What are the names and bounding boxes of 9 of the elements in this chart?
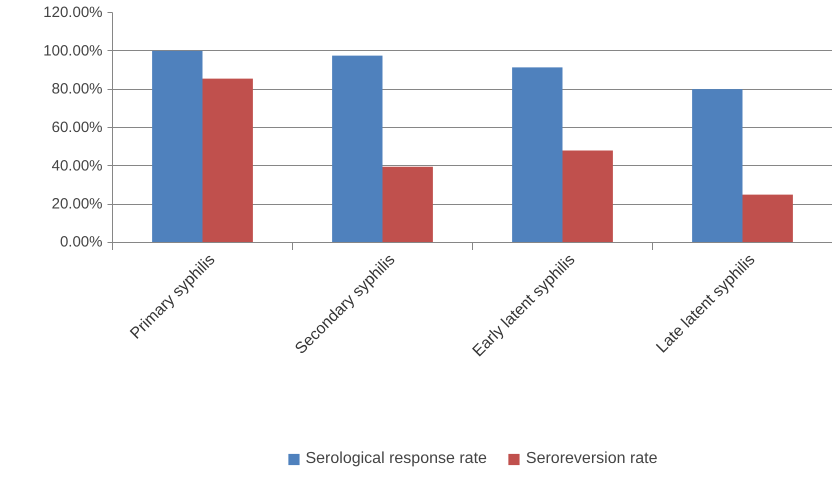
y-tick-label: 0.00%: [60, 234, 103, 250]
y-tick-label: 20.00%: [52, 196, 102, 213]
y-tick-label: 40.00%: [52, 157, 102, 174]
legend-label: Seroreversion rate: [526, 450, 658, 468]
legend-label: Serological response rate: [305, 450, 487, 468]
y-tick-label: 120.00%: [43, 4, 102, 21]
y-tick-label: 80.00%: [52, 80, 102, 98]
y-tick-label: 100.00%: [43, 42, 102, 60]
y-tick-label: 60.00%: [52, 119, 102, 136]
